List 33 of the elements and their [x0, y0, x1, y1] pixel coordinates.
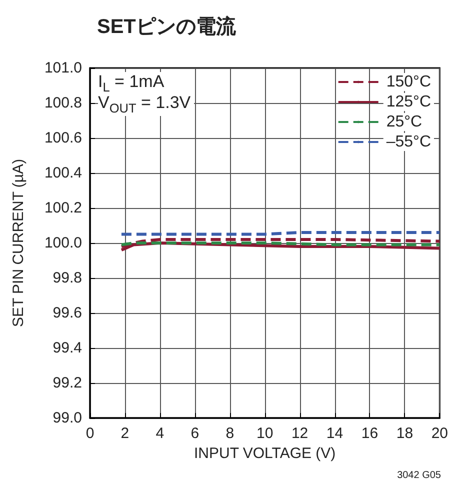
- x-tick-label: 0: [86, 425, 94, 442]
- y-tick-label: 101.0: [44, 60, 82, 76]
- y-axis-title: SET PIN CURRENT (µA): [10, 158, 27, 328]
- x-tick-label: 10: [256, 425, 274, 442]
- y-tick-label: 100.4: [44, 164, 82, 182]
- x-axis-title: INPUT VOLTAGE (V): [194, 445, 336, 462]
- y-tick-label: 100.6: [44, 130, 82, 146]
- y-tick-label: 100.0: [44, 234, 82, 252]
- annotation: V$_{OUT}$ = 1.3V: [98, 93, 194, 116]
- x-tick-label: 8: [226, 425, 234, 442]
- x-tick-label: 14: [326, 425, 344, 442]
- x-tick-label: 16: [361, 425, 378, 442]
- legend-label: 25°C: [386, 114, 422, 130]
- legend-label: –55°C: [386, 134, 432, 150]
- text: 3042 G05: [397, 470, 441, 482]
- line-series: [120, 238, 442, 248]
- y-tick-label: 99.2: [52, 374, 82, 392]
- legend-label: 125°C: [386, 94, 432, 110]
- y-tick-label: 99.4: [52, 340, 82, 356]
- annotation: I$_{L}$ = 1mA: [98, 72, 164, 94]
- x-tick-label: 12: [291, 425, 308, 442]
- x-tick-label: 18: [396, 425, 414, 442]
- legend-label: 150°C: [386, 74, 432, 90]
- x-tick-label: 6: [190, 425, 200, 442]
- y-tick-label: 99.6: [52, 304, 82, 322]
- chart-title: SETピンの電流: [97, 15, 237, 38]
- x-tick-label: 20: [431, 425, 448, 442]
- x-tick-label: 2: [120, 425, 130, 442]
- y-tick-label: 99.8: [52, 270, 82, 286]
- y-tick-label: 100.2: [44, 200, 82, 216]
- y-tick-label: 99.0: [52, 410, 82, 426]
- y-tick-label: 100.8: [44, 94, 82, 112]
- x-tick-label: 4: [156, 425, 164, 442]
